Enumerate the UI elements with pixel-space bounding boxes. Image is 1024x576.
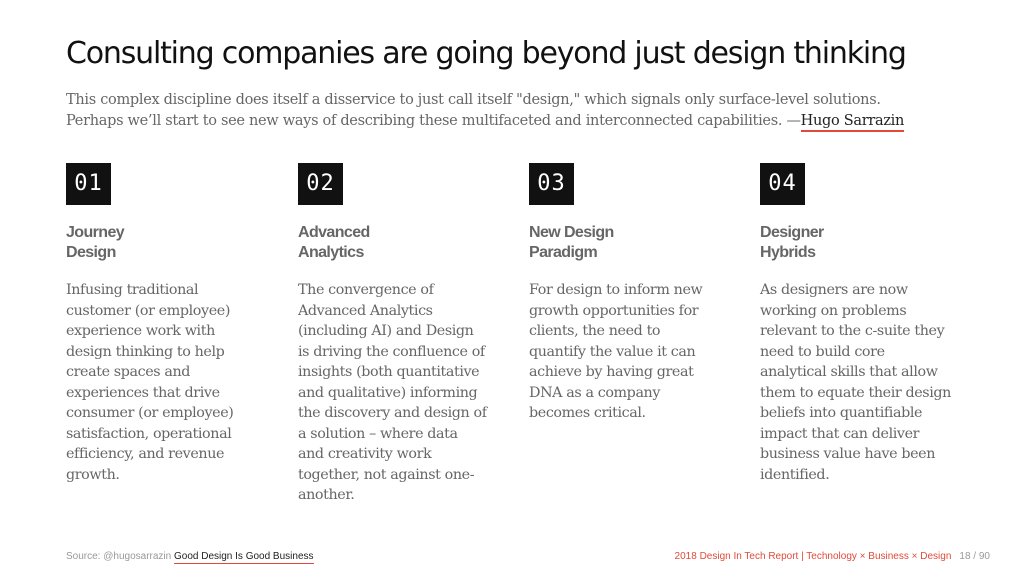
column-body: Infusing traditional customer (or employ… (66, 280, 271, 485)
heading-line: Analytics (298, 244, 364, 261)
column-body: As designers are now working on problems… (760, 280, 965, 485)
body-line: growth opportunities for (529, 302, 699, 319)
column-number: 01 (66, 163, 111, 205)
body-line: As designers are now (760, 282, 908, 298)
body-line: together, not against one- (298, 466, 475, 483)
body-line: them to equate their design (760, 384, 951, 401)
body-line: design thinking to help (66, 343, 225, 360)
column-number: 03 (529, 163, 574, 205)
body-line: identified. (760, 466, 830, 483)
body-line: experiences that drive (66, 384, 220, 401)
body-line: and creativity work (298, 446, 432, 462)
column-heading: Advanced Analytics (298, 223, 503, 263)
body-line: satisfaction, operational (66, 425, 232, 442)
body-line: need to build core (760, 343, 885, 360)
body-line: DNA as a company (529, 384, 661, 401)
body-line: analytical skills that allow (760, 364, 938, 380)
column-number: 02 (298, 163, 343, 205)
source-prefix: Source: @hugosarrazin (66, 551, 174, 562)
body-line: and qualitative) informing (298, 384, 478, 401)
body-line: create spaces and (66, 364, 191, 380)
body-line: achieve by having great (529, 364, 694, 380)
report-link[interactable]: 2018 Design In Tech Report | Technology … (674, 551, 952, 562)
column-number: 04 (760, 163, 805, 205)
heading-line: New Design (529, 224, 614, 241)
body-line: a solution – where data (298, 425, 458, 442)
slide-title: Consulting companies are going beyond ju… (66, 36, 907, 71)
heading-line: Design (66, 244, 116, 261)
body-line: (including AI) and Design (298, 323, 474, 339)
body-line: becomes critical. (529, 405, 646, 421)
body-line: growth. (66, 466, 120, 483)
body-line: beliefs into quantifiable (760, 405, 923, 421)
body-line: is driving the confluence of (298, 343, 485, 360)
body-line: efficiency, and revenue (66, 446, 225, 462)
column-body: For design to inform new growth opportun… (529, 280, 734, 424)
column-new-design-paradigm: 03 New Design Paradigm For design to inf… (529, 163, 734, 424)
column-body: The convergence of Advanced Analytics (i… (298, 280, 503, 506)
intro-line-2: Perhaps we’ll start to see new ways of d… (66, 111, 966, 132)
heading-line: Journey (66, 224, 125, 241)
page-number: 18 / 90 (959, 551, 990, 562)
source-link[interactable]: Good Design Is Good Business (173, 551, 314, 564)
body-line: customer (or employee) (66, 302, 230, 319)
heading-line: Hybrids (760, 244, 816, 261)
intro-line-1: This complex discipline does itself a di… (66, 92, 881, 108)
body-line: Infusing traditional (66, 282, 199, 298)
column-advanced-analytics: 02 Advanced Analytics The convergence of… (298, 163, 503, 506)
body-line: working on problems (760, 302, 907, 319)
column-heading: Designer Hybrids (760, 223, 965, 263)
column-designer-hybrids: 04 Designer Hybrids As designers are now… (760, 163, 965, 485)
body-line: relevant to the c-suite they (760, 323, 945, 339)
column-heading: Journey Design (66, 223, 271, 263)
body-line: business value have been (760, 446, 936, 462)
column-journey-design: 01 Journey Design Infusing traditional c… (66, 163, 271, 485)
column-heading: New Design Paradigm (529, 223, 734, 263)
body-line: The convergence of (298, 282, 434, 298)
quote-author-link[interactable]: Hugo Sarrazin (800, 113, 904, 132)
body-line: consumer (or employee) (66, 405, 234, 421)
intro-line-2-text: Perhaps we’ll start to see new ways of d… (66, 113, 801, 129)
body-line: another. (298, 487, 355, 503)
body-line: For design to inform new (529, 282, 703, 298)
heading-line: Designer (760, 224, 824, 241)
body-line: insights (both quantitative (298, 364, 480, 380)
heading-line: Paradigm (529, 244, 598, 261)
body-line: impact that can deliver (760, 425, 920, 442)
body-line: Advanced Analytics (298, 302, 433, 319)
footer-report: 2018 Design In Tech Report | Technology … (675, 551, 990, 562)
body-line: clients, the need to (529, 323, 661, 339)
body-line: quantify the value it can (529, 343, 696, 360)
footer-source: Source: @hugosarrazin Good Design Is Goo… (66, 551, 314, 564)
intro-quote: This complex discipline does itself a di… (66, 90, 966, 132)
body-line: experience work with (66, 323, 215, 339)
body-line: the discovery and design of (298, 405, 487, 421)
heading-line: Advanced (298, 224, 370, 241)
